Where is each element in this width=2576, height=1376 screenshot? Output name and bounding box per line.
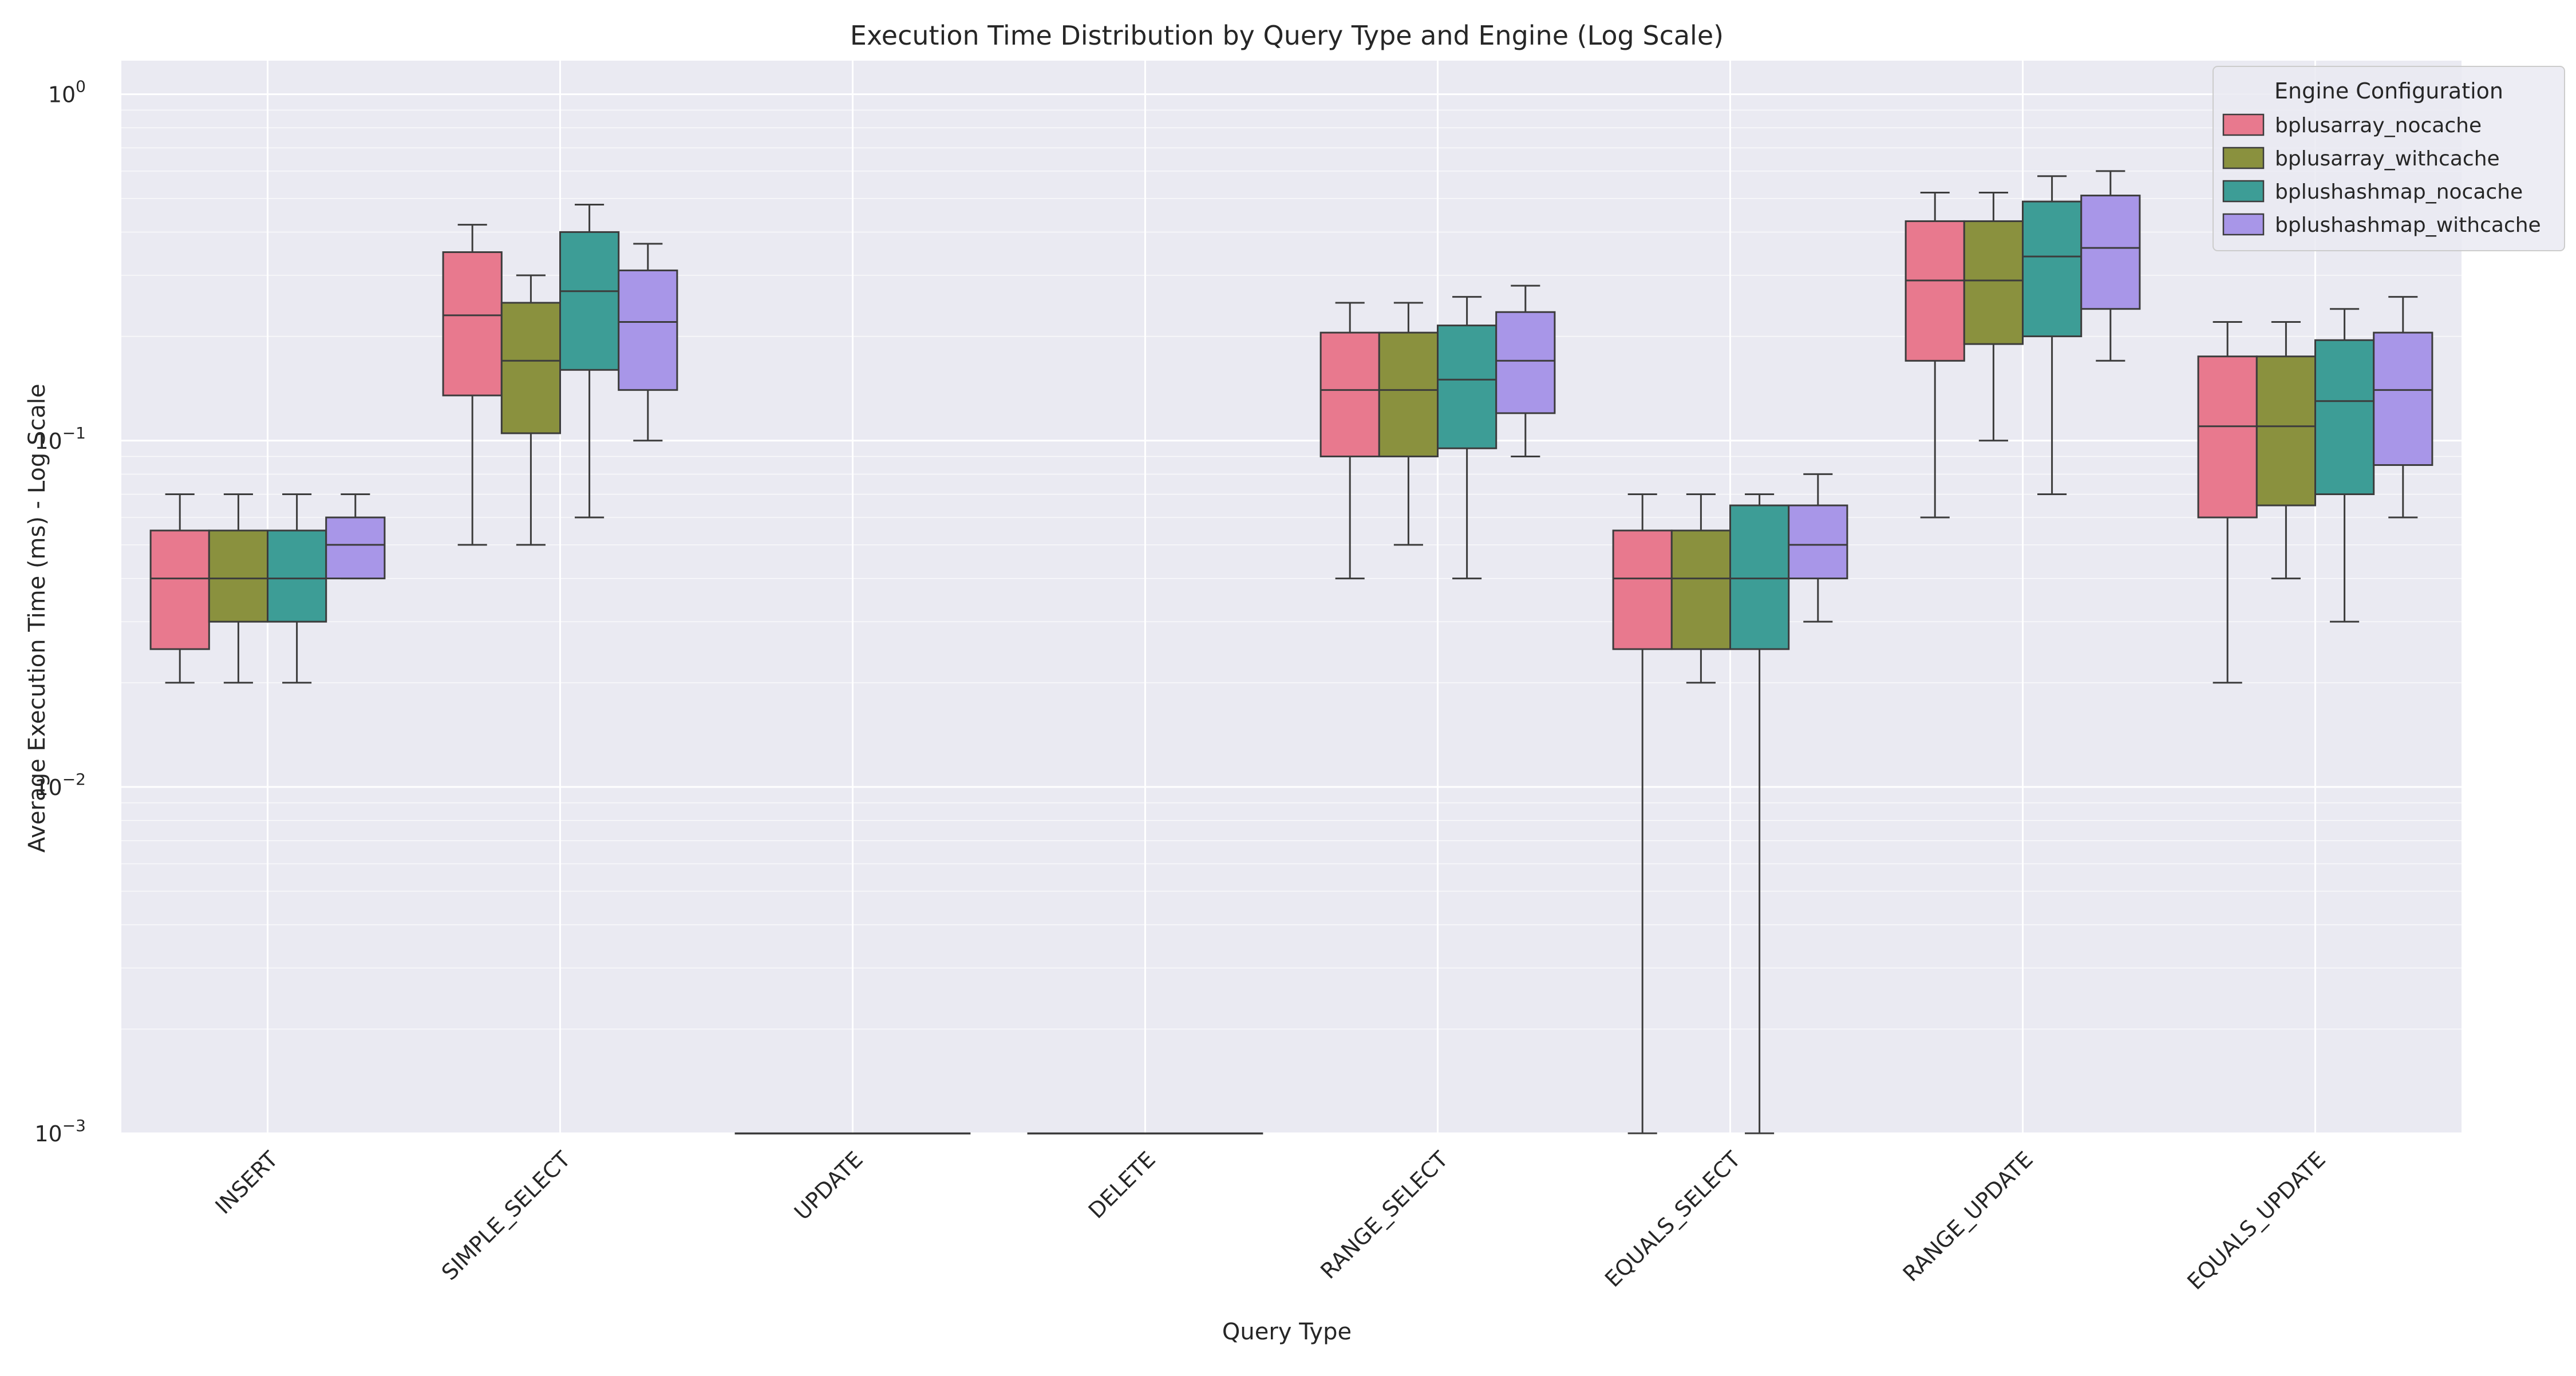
box-bplushashmap_withcache-EQUALS_SELECT bbox=[1788, 473, 1848, 623]
box-bplushashmap_nocache-RANGE_UPDATE bbox=[2022, 175, 2083, 495]
series-bplusarray_withcache bbox=[208, 191, 2317, 1134]
box-bplushashmap_nocache-DELETE bbox=[1144, 1132, 1205, 1134]
iqr-box bbox=[325, 516, 386, 580]
legend-item-bplusarray_nocache: bplusarray_nocache bbox=[2222, 113, 2482, 137]
iqr-box bbox=[1612, 529, 1673, 650]
box-bplushashmap_nocache-SIMPLE_SELECT bbox=[559, 204, 620, 519]
iqr-box bbox=[442, 251, 503, 397]
series-bplusarray_nocache bbox=[149, 191, 2258, 1134]
box-bplushashmap_nocache-INSERT bbox=[267, 493, 327, 684]
iqr-box bbox=[149, 529, 210, 650]
box-bplushashmap_nocache-EQUALS_UPDATE bbox=[2314, 308, 2375, 623]
box-bplusarray_nocache-EQUALS_UPDATE bbox=[2197, 321, 2258, 684]
iqr-box bbox=[500, 302, 561, 434]
series-bplushashmap_nocache bbox=[267, 175, 2375, 1134]
y-axis-label: Average Execution Time (ms) - Log Scale bbox=[24, 383, 50, 852]
legend-item-bplusarray_withcache: bplusarray_withcache bbox=[2222, 147, 2500, 171]
box-bplushashmap_withcache-INSERT bbox=[325, 493, 386, 580]
box-bplushashmap_withcache-EQUALS_UPDATE bbox=[2373, 296, 2433, 519]
legend-item-bplushashmap_nocache: bplushashmap_nocache bbox=[2222, 180, 2523, 204]
iqr-box bbox=[1670, 529, 1732, 650]
iqr-box bbox=[1788, 504, 1848, 580]
iqr-box bbox=[208, 529, 268, 623]
iqr-box bbox=[1495, 311, 1556, 414]
legend-swatch bbox=[2222, 113, 2265, 136]
box-bplusarray_nocache-SIMPLE_SELECT bbox=[442, 224, 503, 546]
iqr-box bbox=[2255, 355, 2317, 507]
legend-label: bplushashmap_nocache bbox=[2275, 180, 2523, 204]
legend-label: bplushashmap_withcache bbox=[2275, 213, 2541, 237]
legend-item-bplushashmap_withcache: bplushashmap_withcache bbox=[2222, 213, 2541, 237]
iqr-box bbox=[559, 231, 620, 371]
box-bplusarray_nocache-RANGE_UPDATE bbox=[1905, 191, 1965, 519]
iqr-box bbox=[2314, 339, 2375, 495]
y-tick-label: 10−3 bbox=[34, 1116, 86, 1146]
legend-title: Engine Configuration bbox=[2274, 78, 2503, 104]
box-bplusarray_withcache-UPDATE bbox=[793, 1132, 854, 1134]
chart-title: Execution Time Distribution by Query Typ… bbox=[850, 20, 1724, 51]
iqr-box bbox=[1378, 331, 1439, 457]
box-bplusarray_withcache-EQUALS_SELECT bbox=[1670, 493, 1732, 684]
iqr-box bbox=[2197, 355, 2258, 519]
iqr-box bbox=[2080, 195, 2141, 310]
iqr-box bbox=[2373, 331, 2433, 466]
legend-frame bbox=[2212, 66, 2565, 251]
box-bplusarray_nocache-EQUALS_SELECT bbox=[1612, 493, 1673, 1134]
box-bplushashmap_nocache-RANGE_SELECT bbox=[1437, 296, 1498, 580]
box-bplushashmap_nocache-EQUALS_SELECT bbox=[1729, 493, 1790, 1134]
box-bplusarray_nocache-UPDATE bbox=[734, 1132, 795, 1134]
box-bplushashmap_nocache-UPDATE bbox=[852, 1132, 912, 1134]
box-bplushashmap_withcache-DELETE bbox=[1203, 1132, 1263, 1134]
box-bplusarray_withcache-SIMPLE_SELECT bbox=[500, 274, 561, 546]
box-bplushashmap_withcache-RANGE_SELECT bbox=[1495, 284, 1556, 457]
box-bplushashmap_withcache-RANGE_UPDATE bbox=[2080, 170, 2141, 362]
box-bplushashmap_withcache-SIMPLE_SELECT bbox=[618, 243, 678, 442]
box-bplusarray_nocache-DELETE bbox=[1027, 1132, 1088, 1134]
legend-swatch bbox=[2222, 213, 2265, 236]
iqr-box bbox=[1319, 331, 1380, 457]
legend-swatch bbox=[2222, 180, 2265, 203]
box-bplusarray_withcache-RANGE_SELECT bbox=[1378, 302, 1439, 546]
series-bplushashmap_withcache bbox=[325, 170, 2433, 1134]
legend-items: bplusarray_nocache bplusarray_withcachebp… bbox=[2222, 113, 2541, 237]
iqr-box bbox=[618, 269, 678, 391]
iqr-box bbox=[1905, 220, 1965, 362]
box-bplushashmap_withcache-UPDATE bbox=[910, 1132, 971, 1134]
y-tick-label: 10−2 bbox=[34, 770, 86, 800]
iqr-box bbox=[1437, 325, 1498, 449]
box-bplusarray_withcache-DELETE bbox=[1085, 1132, 1147, 1134]
box-bplusarray_nocache-RANGE_SELECT bbox=[1319, 302, 1380, 580]
iqr-box bbox=[267, 529, 327, 623]
legend-swatch bbox=[2222, 147, 2265, 169]
legend-label: bplusarray_withcache bbox=[2275, 147, 2500, 171]
iqr-box bbox=[1729, 504, 1790, 650]
iqr-box bbox=[1963, 220, 2024, 345]
legend-label: bplusarray_nocache bbox=[2275, 114, 2482, 137]
legend: Engine Configuration bplusarray_nocacheb… bbox=[2212, 66, 2565, 251]
box-bplusarray_withcache-INSERT bbox=[208, 493, 268, 684]
iqr-box bbox=[2022, 200, 2083, 338]
box-series-group bbox=[149, 170, 2433, 1134]
x-axis-label: Query Type bbox=[1222, 1319, 1352, 1345]
